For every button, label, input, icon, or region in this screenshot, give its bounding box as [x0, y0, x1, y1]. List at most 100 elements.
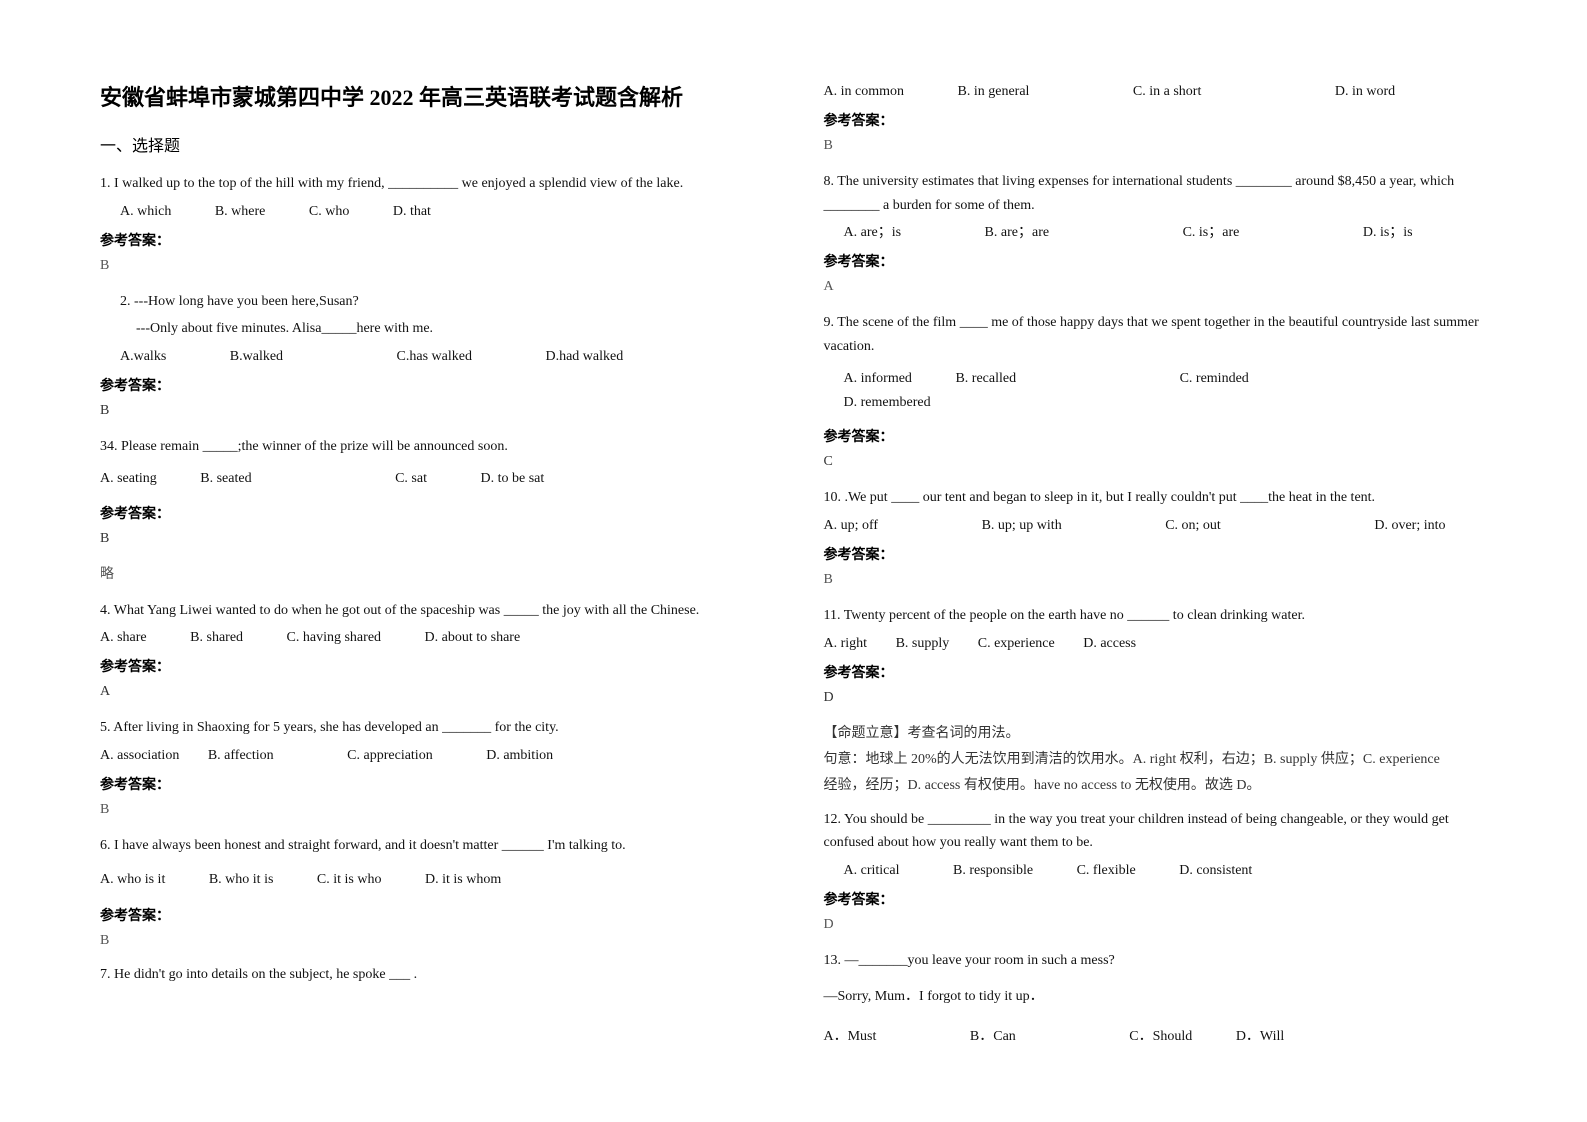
option-c: C．Should [1129, 1025, 1192, 1049]
question-3: 34. Please remain _____;the winner of th… [100, 435, 764, 583]
option-c: C. experience [978, 632, 1055, 656]
option-a: A. association [100, 744, 179, 768]
answer-label: 参考答案： [100, 656, 764, 676]
answer-value: B [824, 572, 1488, 588]
answer-value: A [100, 684, 764, 700]
question-9: 9. The scene of the film ____ me of thos… [824, 311, 1488, 470]
option-c: C. in a short [1133, 80, 1201, 104]
option-b: B. responsible [953, 859, 1033, 883]
option-b: B. who it is [209, 868, 274, 892]
option-c: C. on; out [1165, 514, 1221, 538]
question-options: A. critical B. responsible C. flexible D… [824, 859, 1488, 883]
option-a: A. informed [844, 367, 912, 391]
question-text-2: —Sorry, Mum．I forgot to tidy it up． [824, 985, 1488, 1009]
option-b: B. in general [958, 80, 1030, 104]
option-d: D. access [1083, 632, 1136, 656]
answer-label: 参考答案： [824, 426, 1488, 446]
option-b: B. where [215, 200, 266, 224]
option-a: A. share [100, 626, 147, 650]
question-text: 34. Please remain _____;the winner of th… [100, 435, 764, 459]
answer-note-2: 句意：地球上 20%的人无法饮用到清洁的饮用水。A. right 权利，右边；B… [824, 748, 1488, 768]
option-d: D．Will [1236, 1025, 1284, 1049]
option-d: D. ambition [486, 744, 553, 768]
question-11: 11. Twenty percent of the people on the … [824, 604, 1488, 794]
answer-value: B [100, 403, 764, 419]
option-b: B. up; up with [982, 514, 1062, 538]
question-options: A. informed B. recalled C. reminded D. r… [824, 367, 1488, 415]
option-a: A. right [824, 632, 868, 656]
question-text: 12. You should be _________ in the way y… [824, 808, 1488, 856]
question-options: A. in common B. in general C. in a short… [824, 80, 1488, 104]
question-options: A. who is it B. who it is C. it is who D… [100, 868, 764, 892]
question-text: 4. What Yang Liwei wanted to do when he … [100, 599, 764, 623]
option-c: C. sat [395, 467, 427, 491]
option-b: B. recalled [955, 367, 1016, 391]
answer-value: B [824, 138, 1488, 154]
option-b: B. seated [200, 467, 251, 491]
option-c: C. appreciation [347, 744, 433, 768]
answer-label: 参考答案： [100, 774, 764, 794]
option-a: A. critical [844, 859, 900, 883]
question-options: A．Must B．Can C．Should D．Will [824, 1025, 1488, 1049]
option-c: C. who [309, 200, 349, 224]
answer-label: 参考答案： [824, 889, 1488, 909]
option-a: A. in common [824, 80, 905, 104]
question-options: A. which B. where C. who D. that [100, 200, 764, 224]
page-title: 安徽省蚌埠市蒙城第四中学 2022 年高三英语联考试题含解析 [100, 80, 764, 112]
answer-label: 参考答案： [824, 251, 1488, 271]
question-10: 10. .We put ____ our tent and began to s… [824, 486, 1488, 588]
option-d: D. consistent [1179, 859, 1252, 883]
question-6: 6. I have always been honest and straigh… [100, 834, 764, 950]
option-d: D. in word [1335, 80, 1395, 104]
answer-value: D [824, 917, 1488, 933]
question-options: A. share B. shared C. having shared D. a… [100, 626, 764, 650]
option-d: D.had walked [545, 345, 623, 369]
question-1: 1. I walked up to the top of the hill wi… [100, 172, 764, 274]
question-text: 10. .We put ____ our tent and began to s… [824, 486, 1488, 510]
answer-label: 参考答案： [824, 662, 1488, 682]
option-d: D. to be sat [480, 467, 544, 491]
option-d: D. over; into [1374, 514, 1445, 538]
option-a: A.walks [120, 345, 166, 369]
option-a: A. up; off [824, 514, 879, 538]
question-2: 2. ---How long have you been here,Susan?… [100, 290, 764, 419]
option-c: C. it is who [317, 868, 382, 892]
answer-value: B [100, 802, 764, 818]
answer-label: 参考答案： [100, 503, 764, 523]
option-b: B.walked [230, 345, 283, 369]
option-a: A. seating [100, 467, 157, 491]
question-text: 8. The university estimates that living … [824, 170, 1488, 218]
question-7-part1: 7. He didn't go into details on the subj… [100, 963, 764, 987]
question-5: 5. After living in Shaoxing for 5 years,… [100, 716, 764, 818]
option-a: A. which [120, 200, 171, 224]
question-text: 2. ---How long have you been here,Susan? [100, 290, 764, 314]
option-a: A. who is it [100, 868, 165, 892]
question-text: 5. After living in Shaoxing for 5 years,… [100, 716, 764, 740]
answer-value: C [824, 454, 1488, 470]
question-text: 13. —_______you leave your room in such … [824, 949, 1488, 973]
question-4: 4. What Yang Liwei wanted to do when he … [100, 599, 764, 701]
question-text: 9. The scene of the film ____ me of thos… [824, 311, 1488, 359]
question-options: A.walks B.walked C.has walked D.had walk… [100, 345, 764, 369]
question-text: 11. Twenty percent of the people on the … [824, 604, 1488, 628]
question-options: A. right B. supply C. experience D. acce… [824, 632, 1488, 656]
answer-label: 参考答案： [100, 230, 764, 250]
option-d: D. about to share [425, 626, 521, 650]
right-column: A. in common B. in general C. in a short… [824, 80, 1488, 1082]
option-c: C. reminded [1180, 367, 1249, 391]
answer-note: 略 [100, 563, 764, 583]
option-a: A．Must [824, 1025, 877, 1049]
answer-value: B [100, 531, 764, 547]
option-a: A. are；is [844, 221, 902, 245]
left-column: 安徽省蚌埠市蒙城第四中学 2022 年高三英语联考试题含解析 一、选择题 1. … [100, 80, 764, 1082]
question-options: A. association B. affection C. appreciat… [100, 744, 764, 768]
answer-label: 参考答案： [824, 110, 1488, 130]
option-d: D. that [393, 200, 431, 224]
option-b: B. are；are [985, 221, 1050, 245]
question-text: 1. I walked up to the top of the hill wi… [100, 172, 764, 196]
question-text: 7. He didn't go into details on the subj… [100, 963, 764, 987]
question-8: 8. The university estimates that living … [824, 170, 1488, 295]
option-d: D. remembered [844, 391, 931, 415]
question-text-2: ---Only about five minutes. Alisa_____he… [100, 317, 764, 341]
option-c: C. flexible [1077, 859, 1136, 883]
